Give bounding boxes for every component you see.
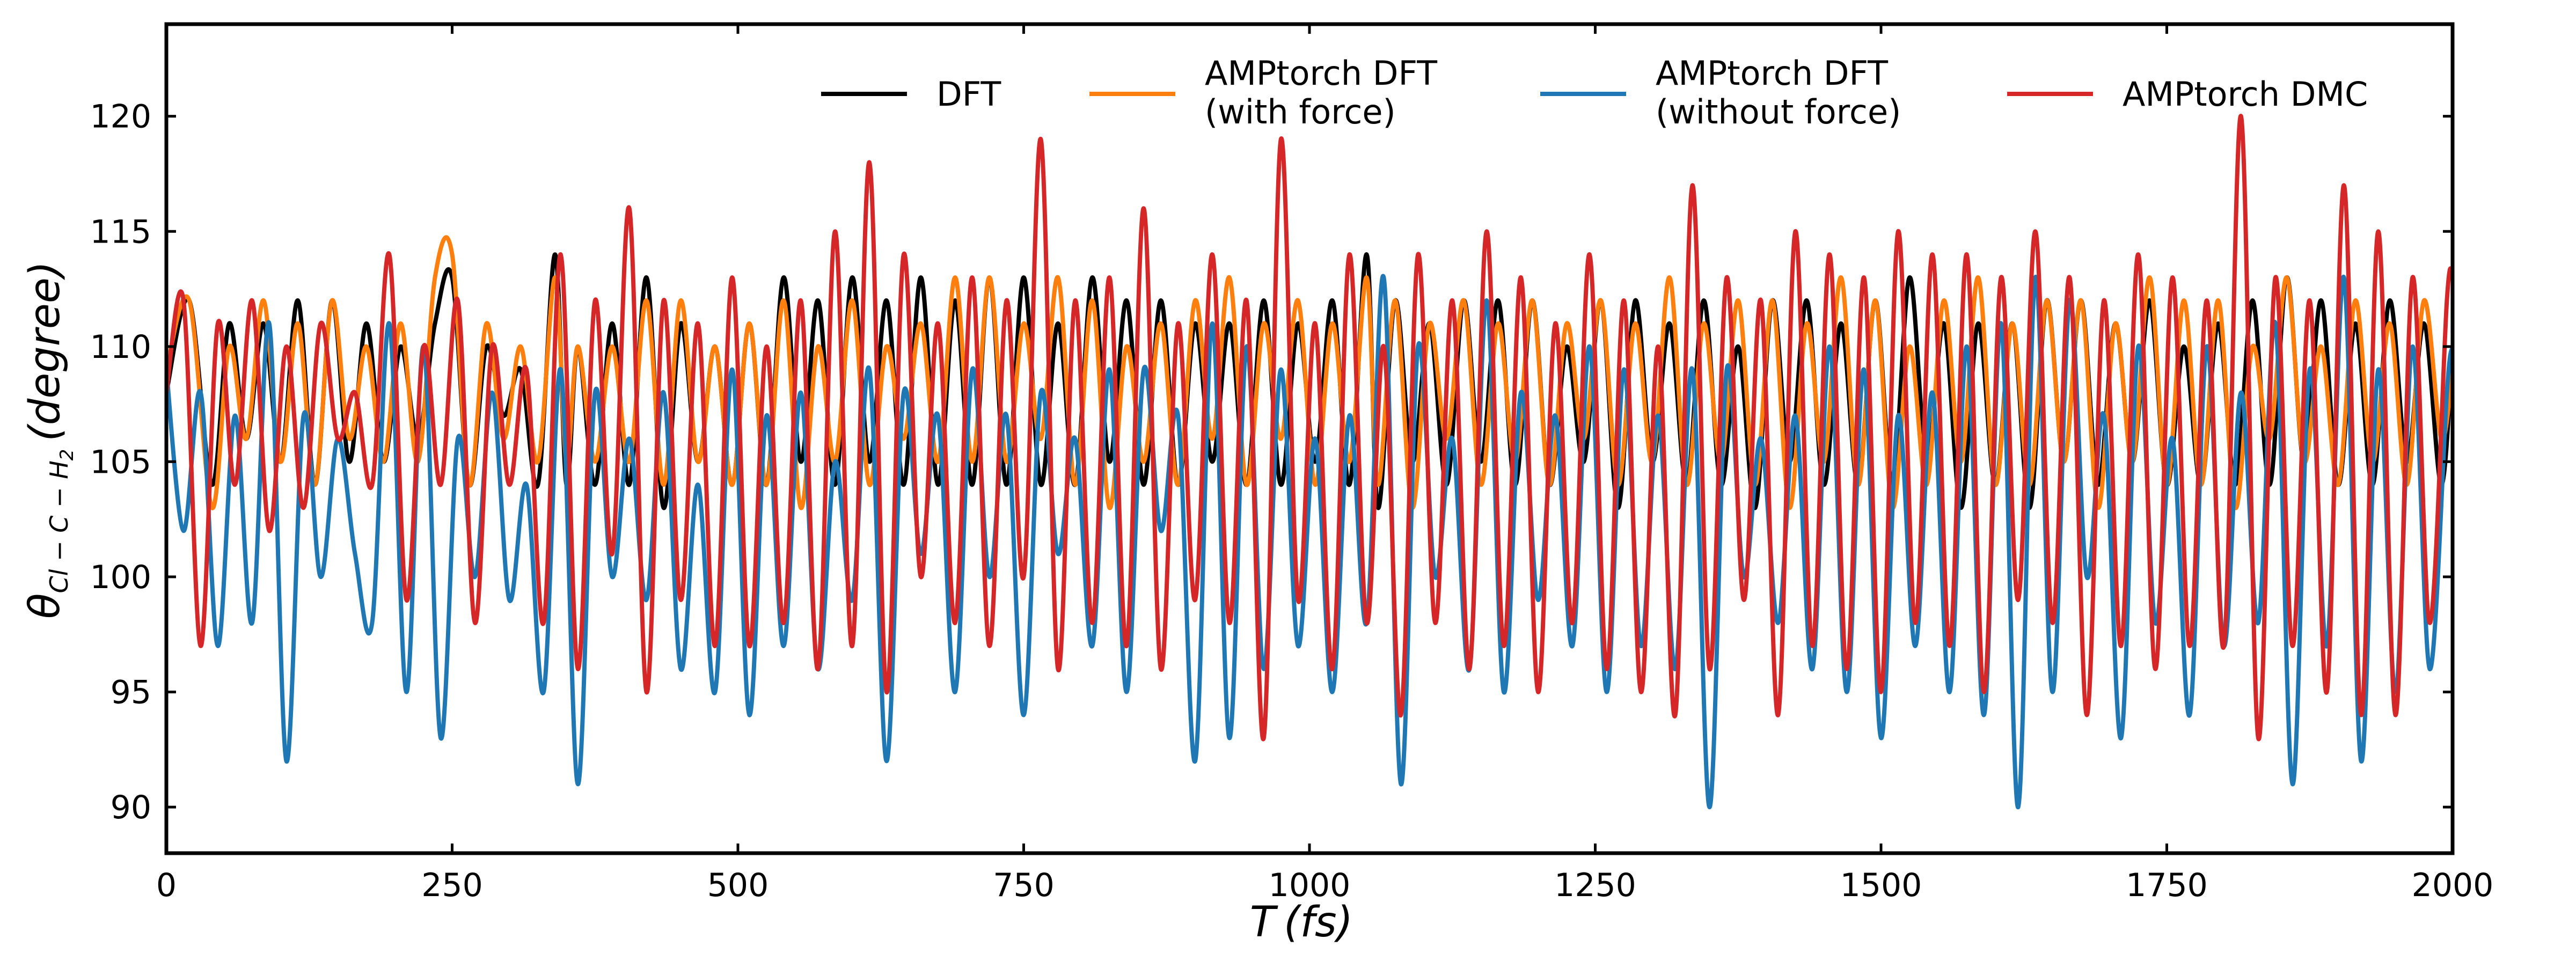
y-tick-label: 100 — [90, 559, 151, 596]
legend-label-line2: (without force) — [1656, 92, 1901, 131]
y-axis-title: θCl − C − H2 (degree) — [21, 261, 78, 619]
y-axis-title-symbol: θ — [21, 593, 69, 619]
y-axis-title-unit: (degree) — [21, 261, 69, 442]
x-tick-label: 750 — [993, 867, 1055, 904]
y-tick-label: 95 — [111, 674, 151, 712]
legend-label: AMPtorch DFT — [1205, 54, 1438, 93]
y-tick-label: 115 — [90, 213, 151, 251]
legend-label-line2: (with force) — [1205, 92, 1396, 131]
series-line-2 — [166, 235, 2453, 510]
x-tick-label: 1250 — [1554, 867, 1636, 904]
x-axis-title: T (fs) — [1250, 898, 1353, 947]
x-tick-label: 2000 — [2412, 867, 2494, 904]
series-line-4 — [166, 114, 2453, 742]
y-axis-title-subscript-2: 2 — [56, 449, 78, 461]
x-tick-label: 0 — [156, 867, 177, 904]
series-lines — [166, 114, 2453, 810]
x-tick-label: 1500 — [1840, 867, 1922, 904]
legend-label: DFT — [936, 75, 1001, 114]
y-tick-label: 105 — [90, 443, 151, 481]
legend-item-3: AMPtorch DFT(without force) — [1540, 54, 1901, 131]
y-axis-title-subscript: Cl − C − H — [45, 460, 74, 593]
legend-label: AMPtorch DMC — [2123, 75, 2368, 114]
y-tick-label: 110 — [90, 328, 151, 366]
y-tick-label: 90 — [111, 789, 151, 826]
x-tick-label: 500 — [707, 867, 769, 904]
x-tick-label: 1750 — [2126, 867, 2208, 904]
legend-item-2: AMPtorch DFT(with force) — [1089, 54, 1438, 131]
legend-item-1: DFT — [821, 75, 1001, 114]
legend-label: AMPtorch DFT — [1656, 54, 1889, 93]
y-tick-label: 120 — [90, 98, 151, 136]
x-tick-label: 1000 — [1269, 867, 1351, 904]
x-tick-label: 250 — [421, 867, 483, 904]
legend-item-4: AMPtorch DMC — [2007, 75, 2368, 114]
axes: 0 250 500 750 1000 1250 1500 1750 2000 90 95 100 105… — [90, 22, 2494, 904]
